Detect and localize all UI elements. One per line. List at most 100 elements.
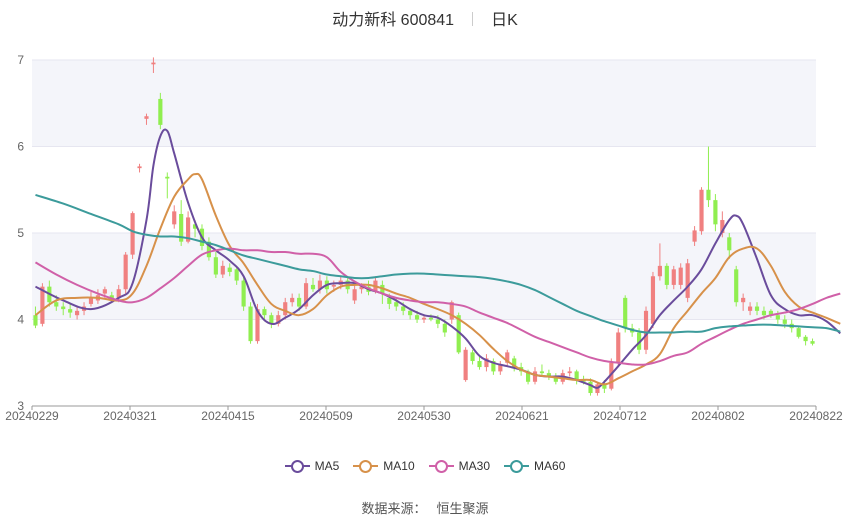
candle-body [387, 297, 392, 304]
candle-body [88, 297, 94, 304]
candle-body [428, 317, 434, 320]
source-provider: 恒生聚源 [436, 501, 489, 516]
candle [88, 291, 94, 307]
candle-body [477, 361, 482, 368]
candle [553, 373, 558, 385]
candle-body [186, 217, 191, 242]
source-label: 数据来源： [361, 501, 427, 516]
candle-body [158, 98, 163, 125]
legend-item-ma5[interactable]: MA5 [284, 459, 339, 473]
candle-body [748, 306, 753, 311]
candle-body [664, 265, 669, 285]
candle-body [192, 224, 198, 229]
candle [685, 258, 690, 303]
candle-body [782, 319, 787, 324]
legend-item-ma30[interactable]: MA30 [428, 459, 491, 473]
candle-body [775, 315, 780, 320]
candle-body [262, 309, 267, 316]
candle [206, 237, 212, 261]
candle-body [623, 297, 628, 329]
candle [643, 306, 649, 355]
candle-body [491, 361, 496, 372]
candle [470, 349, 475, 365]
candle [220, 260, 225, 278]
candle-body [553, 375, 558, 382]
candle-body [276, 315, 281, 324]
candle-body [699, 189, 704, 232]
candle-body [706, 189, 711, 201]
candle-body [401, 306, 406, 311]
candle-body [567, 371, 572, 374]
candle-body [248, 306, 253, 342]
legend-label: MA30 [458, 459, 491, 473]
y-tick-label: 3 [17, 399, 24, 413]
candle-body [650, 276, 656, 324]
x-tick-label: 20240229 [5, 409, 59, 423]
candle [803, 335, 808, 346]
candle [796, 326, 801, 339]
candle [505, 349, 510, 368]
candle [269, 312, 274, 329]
ma-line-ma5 [35, 128, 841, 389]
chart-title: 动力新科 600841 日K [0, 6, 850, 30]
candle [408, 309, 413, 320]
candle-body [643, 310, 649, 350]
candle-body [394, 302, 399, 307]
candle [61, 302, 66, 316]
candle [137, 163, 142, 173]
data-source: 数据来源： 恒生聚源 [0, 498, 850, 517]
candle [692, 226, 697, 246]
candle [588, 378, 593, 396]
legend-item-ma10[interactable]: MA10 [353, 459, 415, 473]
candle [421, 315, 427, 323]
candle [158, 92, 163, 130]
candle-body [588, 381, 593, 394]
candle-body [609, 362, 614, 389]
candle-body [463, 349, 468, 381]
candle-body [484, 358, 489, 368]
candle-body [408, 310, 413, 316]
candle [463, 347, 468, 382]
candle [713, 194, 718, 232]
candle [290, 293, 295, 307]
candle [310, 277, 316, 292]
candle [678, 263, 683, 290]
candle [741, 293, 746, 311]
candle-body [505, 352, 510, 363]
candle-body [269, 315, 274, 324]
candle [567, 367, 572, 377]
y-tick-label: 7 [17, 53, 24, 67]
y-axis: 3 4 5 6 7 [17, 53, 24, 413]
candle-body [352, 289, 357, 301]
candle-body [671, 269, 676, 285]
candle-body [449, 302, 454, 320]
candle-body [40, 286, 45, 324]
legend-item-ma60[interactable]: MA60 [504, 459, 565, 473]
x-tick-label: 20240712 [593, 409, 647, 423]
candle-body [33, 315, 38, 326]
candle-body [602, 384, 607, 389]
candle-body [151, 62, 156, 65]
candle [75, 306, 80, 320]
candle-body [310, 284, 316, 290]
candle-body [144, 116, 149, 119]
ma-line-ma30 [34, 247, 841, 366]
candle [748, 302, 753, 316]
candle-body [290, 297, 295, 303]
x-tick-label: 20240509 [299, 409, 353, 423]
candle [623, 295, 628, 333]
candle-body [803, 336, 808, 342]
legend-label: MA10 [383, 459, 415, 473]
grid-band [32, 60, 816, 147]
candle-body [165, 176, 170, 179]
candle-body [297, 297, 302, 307]
candle-body [678, 267, 683, 285]
candle-body [137, 166, 142, 169]
candle [303, 277, 309, 310]
candle-body [720, 220, 725, 233]
candle-body [61, 306, 66, 310]
candle-body [532, 371, 538, 382]
candle [616, 328, 621, 368]
candle [130, 211, 135, 259]
